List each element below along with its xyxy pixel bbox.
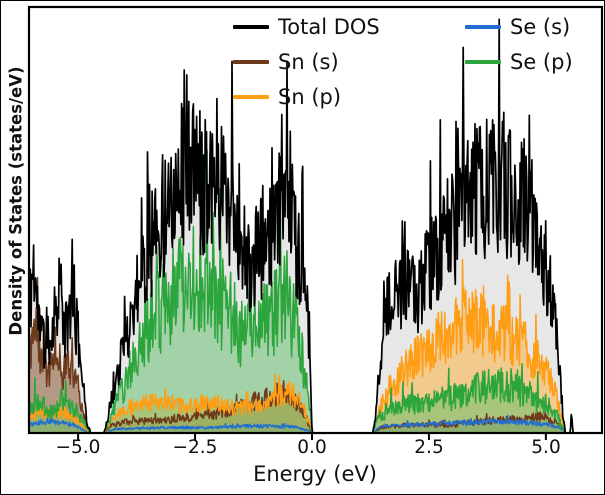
- legend-item-se-s: Se (s): [465, 15, 570, 39]
- legend-item-sn-s: Sn (s): [233, 50, 339, 74]
- legend-swatch-sn-p-icon: [233, 95, 269, 99]
- legend-label-se-s: Se (s): [510, 15, 571, 39]
- legend-item-total-dos: Total DOS: [233, 15, 380, 39]
- legend-item-se-p: Se (p): [465, 50, 573, 74]
- legend-swatch-sn-s-icon: [233, 60, 269, 64]
- legend-swatch-total-dos-icon: [233, 25, 269, 29]
- x-axis-ticks: [77, 433, 547, 440]
- x-axis-title: Energy (eV): [253, 462, 377, 486]
- y-axis-title: Density of States (states/eV): [6, 66, 26, 336]
- x-tick-label: −2.5: [172, 437, 218, 458]
- x-tick-label: 2.5: [414, 437, 444, 458]
- legend-item-sn-p: Sn (p): [233, 85, 341, 109]
- legend-label-sn-p: Sn (p): [278, 85, 342, 109]
- legend-swatch-se-p-icon: [465, 60, 501, 64]
- x-tick-label: 0.0: [297, 437, 327, 458]
- legend-label-total-dos: Total DOS: [278, 15, 380, 39]
- x-tick-label: −5.0: [55, 437, 101, 458]
- legend-label-se-p: Se (p): [510, 50, 573, 74]
- plot-frame: [27, 5, 604, 435]
- legend-label-sn-s: Sn (s): [278, 50, 339, 74]
- x-tick-label: 5.0: [531, 437, 561, 458]
- legend-swatch-se-s-icon: [465, 25, 501, 29]
